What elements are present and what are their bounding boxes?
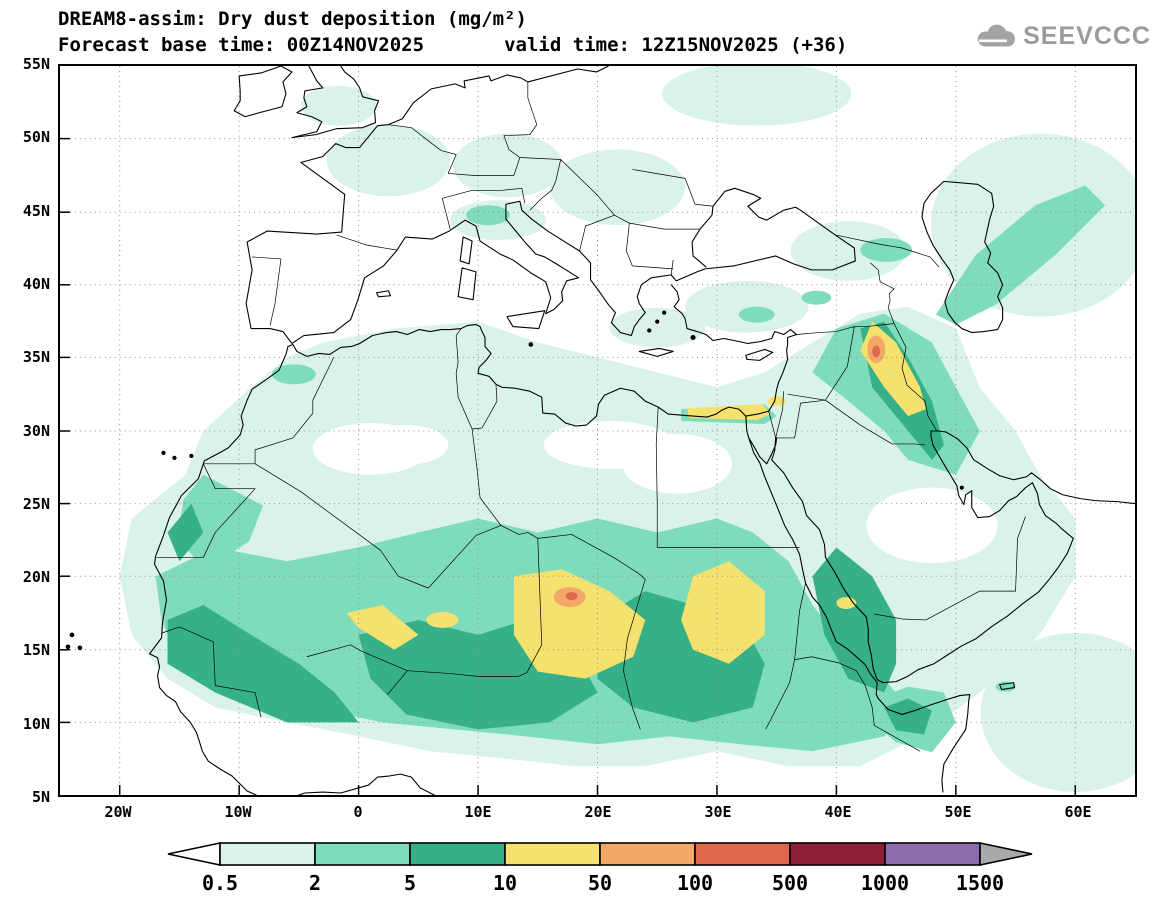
legend-tick-label: 50: [587, 871, 613, 895]
legend-tick-label: 0.5: [201, 871, 239, 895]
lat-tick-label: 35N: [22, 348, 50, 367]
lat-tick-label: 45N: [22, 201, 50, 220]
lat-tick-label: 15N: [22, 641, 50, 660]
lat-tick-label: 40N: [22, 274, 50, 293]
lon-tick-label: 10W: [224, 803, 252, 821]
lon-tick-label: 0: [353, 803, 363, 821]
legend-tick-label: 10: [492, 871, 518, 895]
lat-tick-label: 20N: [22, 568, 50, 587]
legend-arrow-right: [979, 842, 1033, 866]
axis-ticks: [60, 137, 1077, 795]
lat-tick-label: 25N: [22, 494, 50, 513]
legend-swatch: [884, 842, 981, 866]
logo-text: SEEVCCC: [1023, 22, 1151, 50]
legend-arrow-left: [167, 842, 221, 866]
gridlines: [60, 66, 1135, 795]
legend-swatch: [789, 842, 886, 866]
lon-tick-label: 10E: [464, 803, 492, 821]
map-canvas: [60, 66, 1135, 795]
legend-swatch: [504, 842, 601, 866]
lat-tick-label: 50N: [22, 128, 50, 147]
dust-contours: [119, 66, 1135, 792]
lat-tick-label: 55N: [22, 55, 50, 73]
lon-tick-label: 60E: [1064, 803, 1092, 821]
cloud-icon: [977, 24, 1016, 47]
legend-tick-label: 1500: [955, 871, 1005, 895]
plot-subtitle: Forecast base time: 00Z14NOV2025 valid t…: [58, 34, 848, 56]
plot-title: DREAM8-assim: Dry dust deposition (mg/m²…: [58, 8, 527, 30]
legend-tick-label: 2: [308, 871, 322, 895]
colorbar: 0.5 2 5 10 50 100 500 1000 1500: [165, 841, 1035, 903]
legend-tick-label: 500: [771, 871, 809, 895]
small-islands: [65, 310, 964, 651]
legend-tick-label: 5: [403, 871, 417, 895]
legend-swatch: [599, 842, 696, 866]
lon-tick-label: 50E: [944, 803, 972, 821]
lat-tick-label: 5N: [31, 788, 50, 806]
legend-swatch: [694, 842, 791, 866]
legend-swatch: [219, 842, 316, 866]
country-borders: [156, 81, 1026, 752]
lon-tick-label: 20W: [104, 803, 132, 821]
legend-swatch: [409, 842, 506, 866]
colorbar-strip: [167, 842, 1033, 866]
legend-tick-label: 1000: [860, 871, 910, 895]
lon-tick-label: 30E: [704, 803, 732, 821]
lon-tick-label: 20E: [584, 803, 612, 821]
lon-tick-label: 40E: [824, 803, 852, 821]
legend-swatch: [314, 842, 411, 866]
logo: SEEVCCC: [972, 22, 1151, 51]
legend-tick-label: 100: [676, 871, 714, 895]
lat-tick-label: 10N: [22, 714, 50, 733]
coastlines: [65, 66, 1135, 795]
map-frame: [58, 64, 1137, 797]
lat-tick-label: 30N: [22, 421, 50, 440]
